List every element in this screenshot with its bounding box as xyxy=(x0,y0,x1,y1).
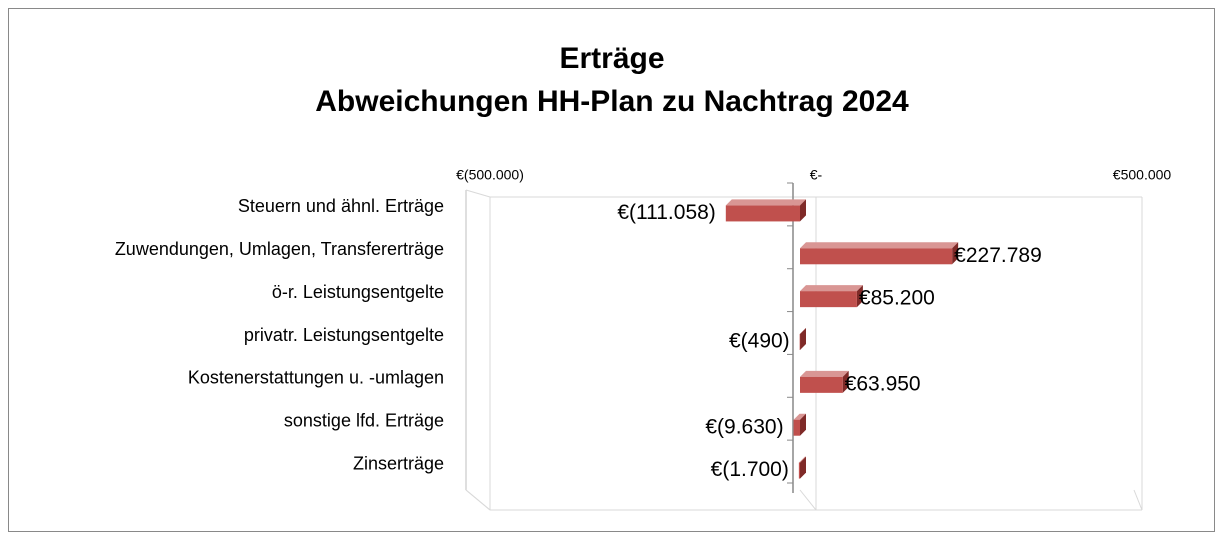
bar-top xyxy=(725,199,806,206)
chart-title: Erträge xyxy=(559,42,664,75)
bar-side xyxy=(856,285,863,308)
bar-side xyxy=(842,370,849,393)
bar-front xyxy=(800,376,843,393)
x-tick-label: €- xyxy=(810,167,823,183)
bar-front xyxy=(800,248,953,265)
data-label: €63.950 xyxy=(845,372,921,395)
data-label: €(9.630) xyxy=(705,415,783,438)
data-label: €(490) xyxy=(729,330,790,353)
bar-top xyxy=(798,456,806,463)
grid-line-floor xyxy=(1133,489,1143,511)
y-tick-label: Steuern und ähnl. Erträge xyxy=(238,196,444,216)
y-tick-label: sonstige lfd. Erträge xyxy=(284,410,444,430)
bar-front xyxy=(798,462,800,479)
y-tick-label: Zuwendungen, Umlagen, Transfererträge xyxy=(115,239,444,259)
bar-top xyxy=(793,413,806,420)
bar-front xyxy=(800,291,857,308)
data-label: €85.200 xyxy=(859,287,935,310)
bar xyxy=(800,242,959,265)
y-tick-label: Zinserträge xyxy=(353,453,444,473)
wall-edge xyxy=(465,189,491,198)
y-tick-label: privatr. Leistungsentgelte xyxy=(244,325,444,345)
bar xyxy=(800,285,863,308)
grid-line-floor xyxy=(465,489,491,511)
bar-front xyxy=(725,205,800,222)
grid-line-floor xyxy=(799,489,817,511)
chart-frame xyxy=(8,8,1215,532)
bar-side xyxy=(800,413,806,436)
bar-top xyxy=(800,285,863,292)
bar-front xyxy=(793,419,800,436)
x-tick-label: €(500.000) xyxy=(456,167,524,183)
bar-front xyxy=(799,334,801,350)
bar xyxy=(793,413,806,436)
bar-side xyxy=(800,199,806,222)
bar xyxy=(725,199,806,222)
data-label: €(1.700) xyxy=(711,458,789,481)
data-label: €227.789 xyxy=(954,244,1042,267)
data-label: €(111.058) xyxy=(617,201,715,224)
bar-side xyxy=(800,328,806,350)
bar-top xyxy=(800,370,849,377)
y-tick-label: Kostenerstattungen u. -umlagen xyxy=(188,368,444,388)
bar xyxy=(800,370,849,393)
chart-subtitle: Abweichungen HH-Plan zu Nachtrag 2024 xyxy=(315,85,909,118)
x-tick-label: €500.000 xyxy=(1113,167,1172,183)
bar xyxy=(798,456,806,479)
bar-side xyxy=(800,456,806,479)
bar xyxy=(799,328,806,350)
bar-top xyxy=(799,328,806,334)
bar-top xyxy=(800,242,959,249)
bar-side xyxy=(952,242,959,265)
y-tick-label: ö-r. Leistungsentgelte xyxy=(272,282,444,302)
